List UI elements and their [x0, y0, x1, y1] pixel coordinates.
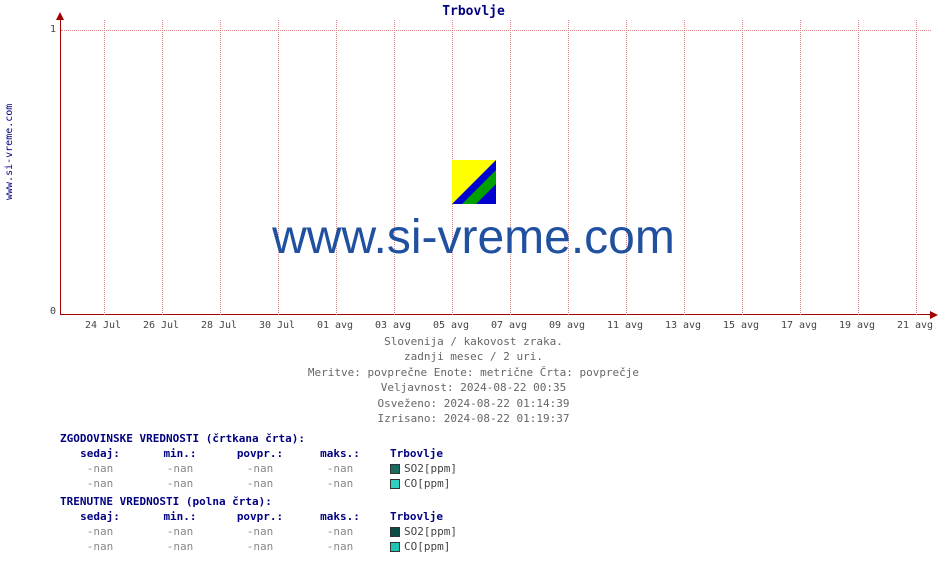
meta-refreshed: Osveženo: 2024-08-22 01:14:39 [0, 396, 947, 411]
val-avg: -nan [220, 462, 300, 477]
series-name: SO2[ppm] [404, 462, 457, 477]
col-avg: povpr.: [220, 510, 300, 525]
location-label: Trbovlje [380, 447, 443, 462]
gridline-v [394, 20, 395, 315]
gridline-v [568, 20, 569, 315]
chart-metadata: Slovenija / kakovost zraka. zadnji mesec… [0, 334, 947, 426]
swatch-icon [390, 542, 400, 552]
col-avg: povpr.: [220, 447, 300, 462]
current-header: TRENUTNE VREDNOSTI (polna črta): [60, 495, 457, 510]
y-tick-0: 0 [44, 306, 56, 317]
col-max: maks.: [300, 447, 380, 462]
val-now: -nan [60, 525, 140, 540]
watermark-icon [452, 160, 496, 204]
col-min: min.: [140, 447, 220, 462]
gridline-v [800, 20, 801, 315]
val-max: -nan [300, 462, 380, 477]
table-header-row: sedaj: min.: povpr.: maks.: Trbovlje [60, 510, 457, 525]
val-avg: -nan [220, 525, 300, 540]
x-tick-label: 24 Jul [78, 320, 128, 331]
col-min: min.: [140, 510, 220, 525]
x-tick-label: 28 Jul [194, 320, 244, 331]
chart-title: Trbovlje [0, 4, 947, 19]
series-label: CO[ppm] [380, 540, 450, 555]
x-tick-label: 09 avg [542, 320, 592, 331]
val-now: -nan [60, 540, 140, 555]
y-axis-arrow [56, 12, 64, 20]
table-row: -nan -nan -nan -nan CO[ppm] [60, 540, 457, 555]
swatch-icon [390, 464, 400, 474]
x-tick-label: 03 avg [368, 320, 418, 331]
table-row: -nan -nan -nan -nan CO[ppm] [60, 477, 457, 492]
x-tick-label: 01 avg [310, 320, 360, 331]
val-now: -nan [60, 462, 140, 477]
col-now: sedaj: [60, 510, 140, 525]
table-header-row: sedaj: min.: povpr.: maks.: Trbovlje [60, 447, 457, 462]
table-row: -nan -nan -nan -nan SO2[ppm] [60, 462, 457, 477]
series-name: SO2[ppm] [404, 525, 457, 540]
x-tick-label: 21 avg [890, 320, 940, 331]
gridline-v [626, 20, 627, 315]
gridline-v [742, 20, 743, 315]
x-tick-label: 26 Jul [136, 320, 186, 331]
val-max: -nan [300, 540, 380, 555]
val-avg: -nan [220, 540, 300, 555]
swatch-icon [390, 479, 400, 489]
gridline-v [278, 20, 279, 315]
meta-validity: Veljavnost: 2024-08-22 00:35 [0, 380, 947, 395]
meta-drawn: Izrisano: 2024-08-22 01:19:37 [0, 411, 947, 426]
gridline-v [510, 20, 511, 315]
val-min: -nan [140, 525, 220, 540]
gridline-v [858, 20, 859, 315]
historical-header: ZGODOVINSKE VREDNOSTI (črtkana črta): [60, 432, 457, 447]
gridline-v [916, 20, 917, 315]
val-min: -nan [140, 477, 220, 492]
series-label: SO2[ppm] [380, 525, 457, 540]
gridline-v [336, 20, 337, 315]
x-tick-label: 15 avg [716, 320, 766, 331]
val-max: -nan [300, 477, 380, 492]
y-tick-1: 1 [44, 24, 56, 35]
val-min: -nan [140, 540, 220, 555]
x-tick-label: 19 avg [832, 320, 882, 331]
x-tick-label: 30 Jul [252, 320, 302, 331]
gridline-v [162, 20, 163, 315]
x-axis-arrow [930, 311, 938, 319]
col-now: sedaj: [60, 447, 140, 462]
x-tick-label: 07 avg [484, 320, 534, 331]
gridline-v [220, 20, 221, 315]
location-label: Trbovlje [380, 510, 443, 525]
swatch-icon [390, 527, 400, 537]
x-tick-label: 13 avg [658, 320, 708, 331]
meta-source: Slovenija / kakovost zraka. [0, 334, 947, 349]
meta-period: zadnji mesec / 2 uri. [0, 349, 947, 364]
gridline-v [104, 20, 105, 315]
series-name: CO[ppm] [404, 540, 450, 555]
series-name: CO[ppm] [404, 477, 450, 492]
val-min: -nan [140, 462, 220, 477]
x-tick-label: 11 avg [600, 320, 650, 331]
col-max: maks.: [300, 510, 380, 525]
gridline-v [684, 20, 685, 315]
meta-settings: Meritve: povprečne Enote: metrične Črta:… [0, 365, 947, 380]
val-max: -nan [300, 525, 380, 540]
values-table: ZGODOVINSKE VREDNOSTI (črtkana črta): se… [60, 432, 457, 555]
val-avg: -nan [220, 477, 300, 492]
x-tick-label: 05 avg [426, 320, 476, 331]
series-label: CO[ppm] [380, 477, 450, 492]
side-source-label: www.si-vreme.com [4, 104, 15, 200]
x-tick-label: 17 avg [774, 320, 824, 331]
val-now: -nan [60, 477, 140, 492]
table-row: -nan -nan -nan -nan SO2[ppm] [60, 525, 457, 540]
series-label: SO2[ppm] [380, 462, 457, 477]
